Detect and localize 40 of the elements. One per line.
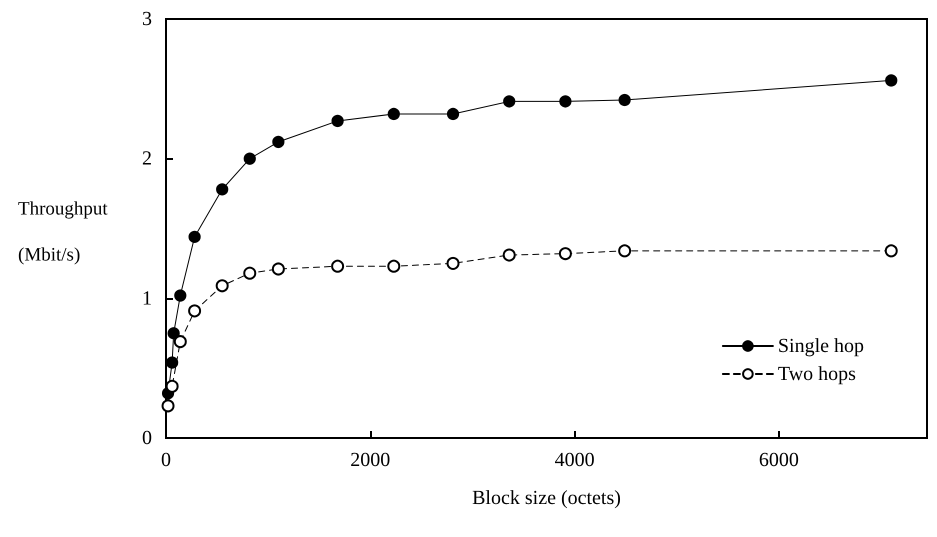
y-tick-label: 1 — [142, 287, 152, 310]
point — [446, 256, 460, 270]
x-tick-label: 2000 — [350, 449, 390, 471]
y-tick-label: 0 — [142, 427, 152, 449]
legend-label: Two hops — [778, 363, 856, 385]
point — [188, 304, 202, 318]
point — [162, 399, 175, 412]
point — [272, 262, 285, 276]
point — [166, 380, 179, 393]
point — [559, 95, 572, 108]
point — [216, 279, 229, 292]
point — [174, 335, 187, 348]
x-tick-label: 4000 — [554, 449, 595, 471]
legend-label: Single hop — [778, 335, 864, 357]
point — [884, 244, 898, 258]
point — [387, 260, 400, 273]
x-tick-label: 0 — [161, 449, 171, 471]
point — [216, 183, 228, 196]
point — [388, 108, 400, 120]
point — [188, 230, 201, 243]
point — [174, 289, 186, 302]
point — [618, 94, 631, 106]
point — [618, 244, 632, 258]
point — [243, 266, 256, 280]
point — [272, 136, 284, 148]
point — [885, 74, 898, 87]
point — [446, 108, 460, 120]
x-tick-label: 6000 — [758, 449, 799, 471]
point — [244, 152, 256, 165]
point — [332, 114, 344, 128]
point — [331, 260, 344, 273]
point — [502, 248, 516, 262]
y-tick-label: 2 — [142, 148, 152, 170]
point — [558, 247, 572, 260]
point — [166, 356, 178, 369]
point — [503, 95, 516, 108]
y-tick-label: 3 — [142, 8, 152, 30]
x-axis-title: Block size (octets) — [472, 487, 621, 509]
text: Throughput (Mbit/s) — [18, 198, 108, 266]
point — [168, 327, 180, 340]
